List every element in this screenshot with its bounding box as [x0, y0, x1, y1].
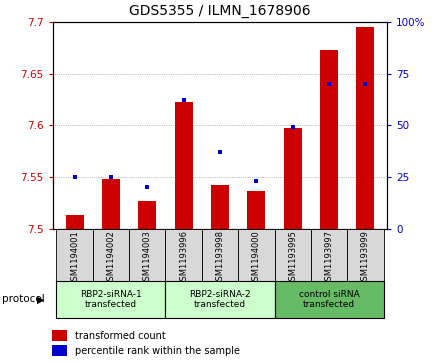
- Text: GSM1193999: GSM1193999: [361, 230, 370, 286]
- Text: GSM1193996: GSM1193996: [179, 230, 188, 286]
- Bar: [211, 185, 229, 229]
- Bar: [129, 229, 165, 281]
- Bar: [93, 229, 129, 281]
- Text: GSM1193998: GSM1193998: [216, 230, 224, 286]
- Text: GSM1194000: GSM1194000: [252, 230, 261, 286]
- Text: protocol: protocol: [2, 294, 45, 305]
- Bar: [56, 229, 93, 281]
- Bar: [52, 345, 67, 356]
- Bar: [275, 281, 384, 318]
- Bar: [247, 191, 265, 229]
- Bar: [202, 229, 238, 281]
- Bar: [102, 179, 120, 229]
- Bar: [320, 50, 338, 229]
- Bar: [284, 129, 302, 229]
- Text: RBP2-siRNA-1
transfected: RBP2-siRNA-1 transfected: [80, 290, 142, 309]
- Text: percentile rank within the sample: percentile rank within the sample: [75, 346, 240, 355]
- Bar: [138, 201, 156, 229]
- Text: RBP2-siRNA-2
transfected: RBP2-siRNA-2 transfected: [189, 290, 251, 309]
- Text: ▶: ▶: [37, 294, 45, 305]
- Bar: [165, 281, 275, 318]
- Bar: [356, 27, 374, 229]
- Bar: [56, 281, 165, 318]
- Bar: [238, 229, 275, 281]
- Text: GSM1193997: GSM1193997: [325, 230, 334, 286]
- Bar: [347, 229, 384, 281]
- Text: GSM1193995: GSM1193995: [288, 230, 297, 286]
- Bar: [275, 229, 311, 281]
- Title: GDS5355 / ILMN_1678906: GDS5355 / ILMN_1678906: [129, 4, 311, 18]
- Bar: [165, 229, 202, 281]
- Text: control siRNA
transfected: control siRNA transfected: [299, 290, 359, 309]
- Bar: [311, 229, 347, 281]
- Text: GSM1194003: GSM1194003: [143, 230, 152, 286]
- Text: transformed count: transformed count: [75, 331, 166, 341]
- Text: GSM1194001: GSM1194001: [70, 230, 79, 286]
- Bar: [52, 330, 67, 341]
- Text: GSM1194002: GSM1194002: [106, 230, 115, 286]
- Bar: [66, 215, 84, 229]
- Bar: [175, 102, 193, 229]
